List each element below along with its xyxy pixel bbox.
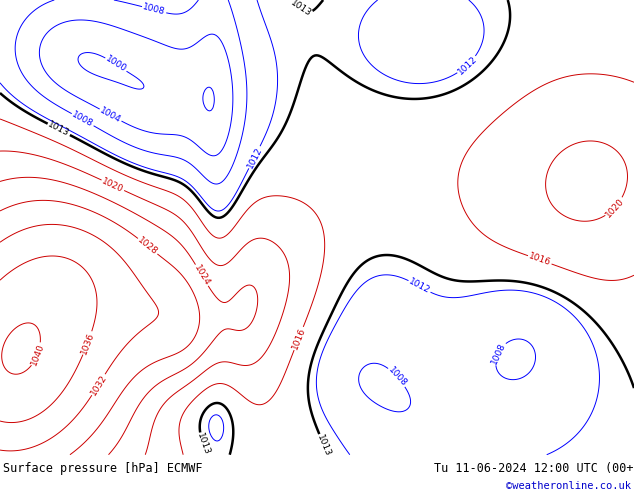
Text: 1008: 1008 [142,2,166,17]
Text: Surface pressure [hPa] ECMWF: Surface pressure [hPa] ECMWF [3,462,203,475]
Text: 1008: 1008 [489,341,507,366]
Text: 1008: 1008 [386,366,408,389]
Text: 1013: 1013 [316,433,333,458]
Text: 1012: 1012 [456,54,479,76]
Text: 1012: 1012 [245,145,264,170]
Text: ©weatheronline.co.uk: ©weatheronline.co.uk [506,481,631,490]
Text: 1013: 1013 [195,432,212,457]
Text: Tu 11-06-2024 12:00 UTC (00+108): Tu 11-06-2024 12:00 UTC (00+108) [434,462,634,475]
Text: 1020: 1020 [604,196,626,219]
Text: 1028: 1028 [136,236,159,257]
Text: 1016: 1016 [527,252,552,268]
Text: 1000: 1000 [104,54,128,74]
Text: 1013: 1013 [289,0,313,18]
Text: 1004: 1004 [98,106,123,124]
Text: 1020: 1020 [101,176,125,194]
Text: 1032: 1032 [89,373,108,397]
Text: 1012: 1012 [407,277,432,296]
Text: 1008: 1008 [70,110,95,129]
Text: 1016: 1016 [290,326,307,351]
Text: 1036: 1036 [79,331,96,355]
Text: 1024: 1024 [192,263,212,287]
Text: 1040: 1040 [29,342,46,367]
Text: 1013: 1013 [46,120,71,139]
